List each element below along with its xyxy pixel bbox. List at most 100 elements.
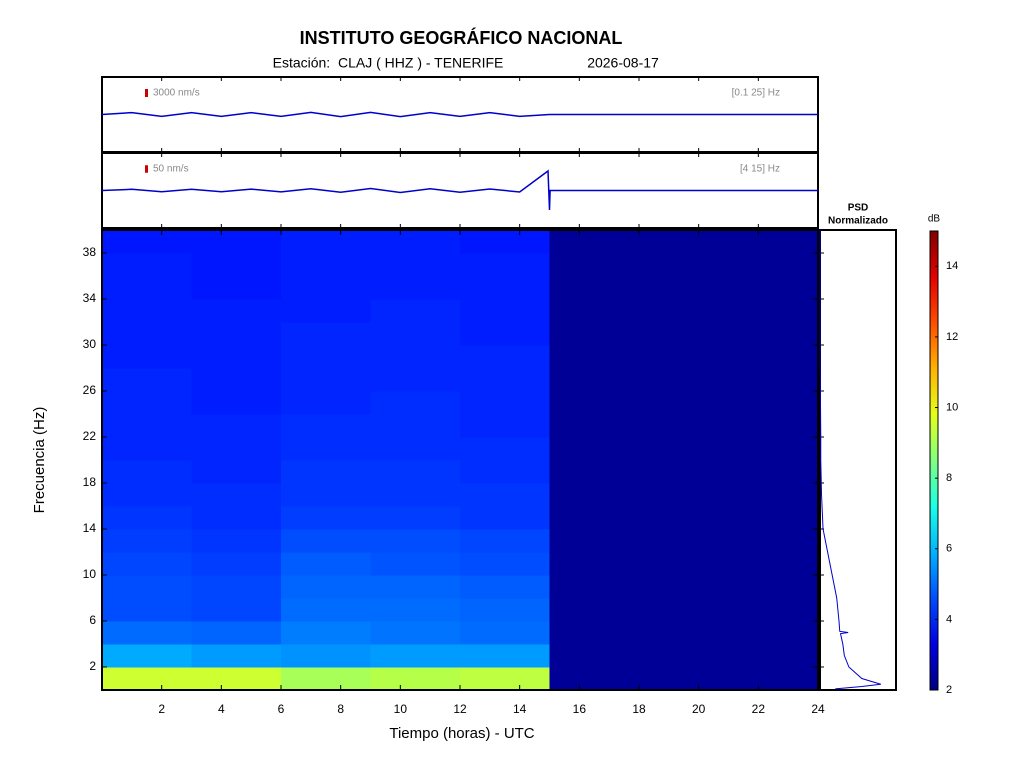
spectrogram-cell xyxy=(281,391,371,415)
spectrogram-cell xyxy=(370,460,461,484)
y-tick-label: 10 xyxy=(83,567,97,581)
x-tick-label: 20 xyxy=(692,702,706,716)
spectrogram-cell xyxy=(639,437,729,461)
spectrogram-cell xyxy=(191,644,282,668)
x-tick-label: 12 xyxy=(453,702,467,716)
spectrogram-cell xyxy=(549,460,640,484)
spectrogram-cell xyxy=(191,621,282,645)
colorbar-tick-label: 8 xyxy=(946,472,952,484)
spectrogram-cell xyxy=(639,506,729,530)
y-tick-label: 2 xyxy=(89,659,96,673)
spectrogram-cell xyxy=(460,230,550,254)
spectrogram-cell xyxy=(639,414,729,438)
spectrogram-cell xyxy=(460,621,550,645)
spectrogram-cell xyxy=(102,667,192,691)
psd-subtitle: Normalizado xyxy=(828,216,888,227)
spectrogram-cell xyxy=(728,230,819,254)
spectrogram-cell xyxy=(281,575,371,599)
x-tick-label: 24 xyxy=(811,702,825,716)
spectrogram-cell xyxy=(281,345,371,369)
spectrogram-cell xyxy=(549,621,640,645)
spectrogram-cell xyxy=(549,644,640,668)
spectrogram-cell xyxy=(102,391,192,415)
spectrogram-cell xyxy=(639,368,729,392)
x-tick-label: 10 xyxy=(394,702,408,716)
spectrogram-cell xyxy=(639,276,729,300)
spectrogram-cell xyxy=(728,506,819,530)
spectrogram-cell xyxy=(639,644,729,668)
colorbar-tick-label: 14 xyxy=(946,260,958,272)
spectrogram-cell xyxy=(102,368,192,392)
spectrogram-cell xyxy=(281,299,371,323)
spectrogram-cell xyxy=(281,483,371,507)
spectrogram-cell xyxy=(191,253,282,277)
x-tick-label: 8 xyxy=(337,702,344,716)
spectrogram-cell xyxy=(460,437,550,461)
spectrogram-cell xyxy=(281,322,371,346)
spectrogram-cell xyxy=(102,299,192,323)
y-tick-label: 22 xyxy=(83,429,97,443)
spectrogram-cell xyxy=(728,644,819,668)
spectrogram-cell xyxy=(281,253,371,277)
spectrogram-cell xyxy=(370,345,461,369)
spectrogram-cell xyxy=(191,460,282,484)
spectrogram-cell xyxy=(191,299,282,323)
spectrogram-cell xyxy=(549,598,640,622)
spectrogram-cell xyxy=(370,437,461,461)
spectrogram-cell xyxy=(639,667,729,691)
colorbar xyxy=(929,230,939,691)
spectrogram-cell xyxy=(370,230,461,254)
spectrogram-cell xyxy=(549,368,640,392)
spectrogram-cell xyxy=(728,322,819,346)
spectrogram-cell xyxy=(191,552,282,576)
spectrogram-cell xyxy=(191,391,282,415)
spectrogram-cell xyxy=(639,483,729,507)
spectrogram-cell xyxy=(639,391,729,415)
spectrogram-cell xyxy=(728,299,819,323)
spectrogram-cell xyxy=(460,368,550,392)
spectrogram-cell xyxy=(728,276,819,300)
scale-label: 3000 nm/s xyxy=(153,88,200,99)
spectrogram-cell xyxy=(549,345,640,369)
spectrogram-cell xyxy=(460,345,550,369)
spectrogram-cell xyxy=(370,391,461,415)
spectrogram-cell xyxy=(281,230,371,254)
scale-bar xyxy=(145,165,148,173)
spectrogram-cell xyxy=(639,598,729,622)
spectrogram-cell xyxy=(102,322,192,346)
spectrogram-cell xyxy=(102,621,192,645)
spectrogram-cell xyxy=(281,644,371,668)
x-tick-label: 6 xyxy=(278,702,285,716)
spectrogram-cell xyxy=(549,276,640,300)
x-tick-label: 16 xyxy=(573,702,587,716)
spectrogram-cell xyxy=(191,322,282,346)
x-tick-label: 4 xyxy=(218,702,225,716)
spectrogram-cell xyxy=(191,529,282,553)
spectrogram-cell xyxy=(460,483,550,507)
spectrogram-cell xyxy=(102,644,192,668)
spectrogram-cell xyxy=(370,322,461,346)
spectrogram-cell xyxy=(191,230,282,254)
spectrogram-cell xyxy=(370,529,461,553)
spectrogram-cell xyxy=(639,253,729,277)
spectrogram-cell xyxy=(728,414,819,438)
y-tick-label: 30 xyxy=(83,337,97,351)
spectrogram-cell xyxy=(370,644,461,668)
spectrogram-cell xyxy=(370,506,461,530)
spectrogram-cell xyxy=(191,414,282,438)
spectrogram-cell xyxy=(549,414,640,438)
spectrogram-cell xyxy=(102,437,192,461)
spectrogram-cell xyxy=(281,414,371,438)
spectrogram-cell xyxy=(191,437,282,461)
spectrogram-cell xyxy=(728,437,819,461)
y-tick-label: 38 xyxy=(83,245,97,259)
spectrogram-cell xyxy=(370,552,461,576)
colorbar-tick-label: 2 xyxy=(946,684,952,696)
trace-line xyxy=(101,111,818,118)
spectrogram-cell xyxy=(281,529,371,553)
spectrogram-cell xyxy=(102,414,192,438)
psd-title: PSD xyxy=(848,203,869,214)
colorbar-tick-label: 10 xyxy=(946,401,958,413)
spectrogram-cell xyxy=(102,598,192,622)
x-axis-label: Tiempo (horas) - UTC xyxy=(389,725,534,742)
